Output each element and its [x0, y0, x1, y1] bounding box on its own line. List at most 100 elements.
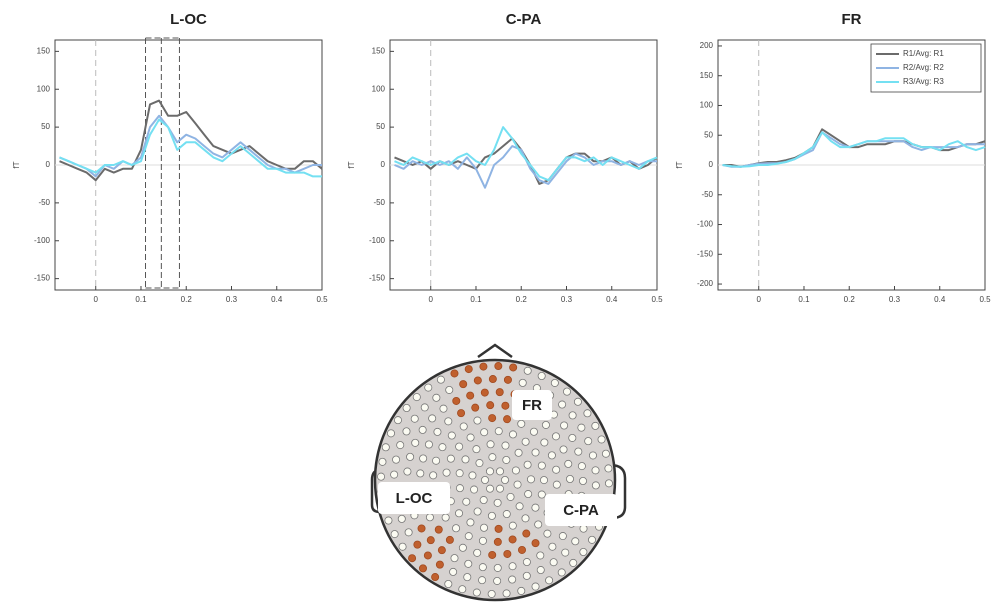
sensor [557, 568, 566, 577]
sensor [569, 558, 578, 567]
sensor [588, 451, 597, 460]
x-tick-label: 0 [94, 295, 99, 304]
sensor [458, 585, 467, 594]
y-tick-label: -150 [697, 249, 714, 258]
sensor [485, 467, 494, 476]
x-tick-label: 0.5 [316, 295, 328, 304]
y-tick-label: -50 [701, 190, 713, 199]
legend-label: R1/Avg: R1 [903, 49, 944, 58]
sensor [531, 448, 540, 457]
x-tick-label: 0.1 [798, 295, 810, 304]
sensor [424, 383, 433, 392]
sensor [478, 536, 487, 545]
sensor [479, 362, 488, 371]
y-tick-label: 150 [37, 46, 51, 55]
sensor [419, 454, 428, 463]
sensor [558, 532, 567, 541]
sensor [445, 535, 454, 544]
sensor [408, 554, 417, 563]
sensor [495, 388, 504, 397]
sensor [442, 468, 451, 477]
sensor [424, 440, 433, 449]
sensor [461, 455, 470, 464]
sensor [420, 403, 429, 412]
sensor [466, 518, 475, 527]
y-tick-label: 150 [700, 71, 714, 80]
nose [477, 343, 513, 359]
sensor [459, 380, 468, 389]
sensor [508, 521, 517, 530]
y-axis-label: fT [675, 161, 684, 168]
sensor [529, 427, 538, 436]
y-tick-label: 50 [41, 122, 50, 131]
sensor [450, 554, 459, 563]
sensor [480, 523, 489, 532]
y-tick-label: -50 [373, 198, 385, 207]
sensor [591, 421, 600, 430]
sensor [508, 575, 517, 584]
sensor [568, 411, 577, 420]
sensor [548, 542, 557, 551]
sensor [517, 586, 526, 595]
sensor [488, 375, 497, 384]
sensor [488, 414, 497, 423]
sensor [564, 459, 573, 468]
sensor [438, 443, 447, 452]
x-tick-label: 0.2 [516, 295, 528, 304]
sensor [432, 456, 441, 465]
sensor [559, 445, 568, 454]
y-axis-label: fT [12, 161, 21, 168]
sensor [426, 536, 435, 545]
sensor [502, 589, 511, 598]
sensor [574, 447, 583, 456]
sensor [452, 524, 461, 533]
sensor [396, 441, 405, 450]
y-tick-label: -50 [38, 198, 50, 207]
sensor [455, 469, 464, 478]
sensor [601, 449, 610, 458]
region-box [512, 390, 552, 420]
sensor [436, 375, 445, 384]
sensor [540, 438, 549, 447]
sensor [550, 378, 559, 387]
sensor [502, 455, 511, 464]
sensor [458, 543, 467, 552]
x-tick-label: 0.4 [271, 295, 283, 304]
sensor [577, 462, 586, 471]
sensor [417, 524, 426, 533]
sensor [536, 551, 545, 560]
sensor [578, 476, 587, 485]
region-box [378, 482, 450, 514]
head-outline [373, 358, 617, 602]
sensor [513, 480, 522, 489]
chart-title: FR [842, 11, 862, 28]
sensor [552, 465, 561, 474]
sensor [571, 537, 580, 546]
sensor [515, 502, 524, 511]
sensor [521, 437, 530, 446]
sensor [441, 513, 450, 522]
sensor [536, 566, 545, 575]
sensor [464, 532, 473, 541]
sensor [457, 409, 466, 418]
legend-label: R3/Avg: R3 [903, 77, 944, 86]
sensor [486, 440, 495, 449]
sensor [472, 588, 481, 597]
sensor [390, 530, 399, 539]
sensor [450, 369, 459, 378]
sensor [506, 492, 515, 501]
sensor [455, 442, 464, 451]
sensor [455, 509, 464, 518]
sensor [521, 514, 530, 523]
sensor [552, 480, 561, 489]
y-axis-label: fT [347, 161, 356, 168]
sensor [470, 485, 479, 494]
sensor [397, 514, 406, 523]
sensor [402, 403, 411, 412]
sensor [377, 472, 386, 481]
sensor [495, 484, 504, 493]
sensor [537, 461, 546, 470]
sensor [429, 471, 438, 480]
sensor [446, 454, 455, 463]
region-box [545, 494, 617, 526]
